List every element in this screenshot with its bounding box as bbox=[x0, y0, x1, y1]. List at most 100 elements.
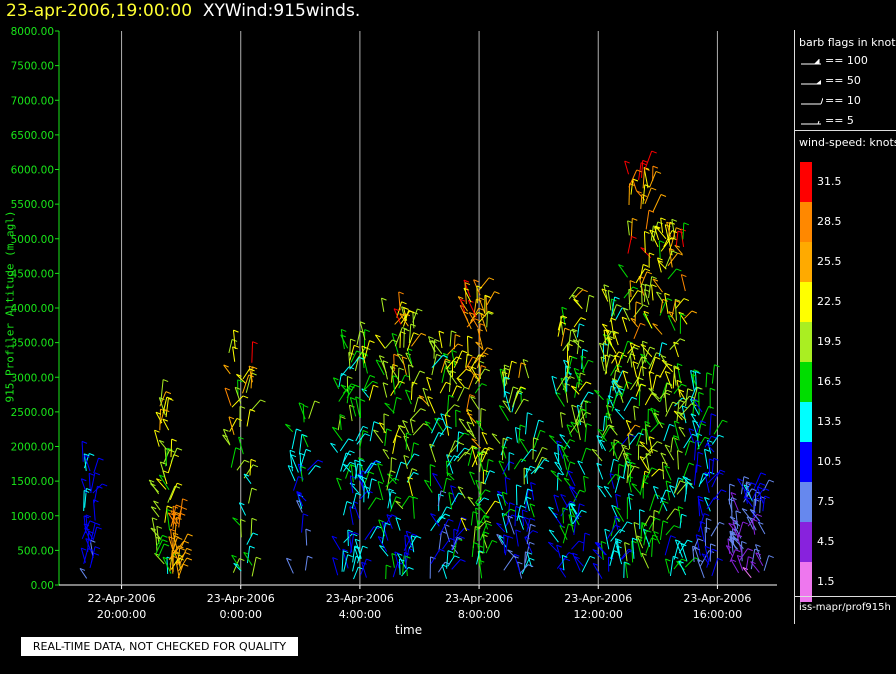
wind-barb-flag bbox=[464, 447, 470, 451]
wind-barb bbox=[617, 464, 620, 481]
wind-barb-flag bbox=[223, 364, 229, 368]
wind-barb bbox=[532, 437, 535, 460]
wind-barb bbox=[245, 372, 253, 393]
wind-barb-flag bbox=[459, 535, 465, 539]
wind-barb bbox=[389, 496, 397, 512]
wind-barb bbox=[568, 503, 573, 525]
wind-barb bbox=[361, 388, 370, 398]
wind-barb bbox=[438, 331, 443, 349]
wind-barb-flag bbox=[375, 460, 382, 464]
wind-barb bbox=[674, 299, 677, 321]
wind-barb-flag bbox=[683, 298, 690, 302]
wind-barb-flag bbox=[600, 540, 607, 544]
wind-barb bbox=[648, 276, 653, 298]
wind-barb bbox=[660, 299, 664, 313]
wind-barb-flag bbox=[236, 417, 243, 421]
wind-barb-flag bbox=[429, 443, 435, 447]
wind-barb-flag bbox=[94, 522, 101, 526]
wind-barb-flag bbox=[613, 439, 620, 443]
wind-barb bbox=[459, 305, 469, 321]
wind-barb bbox=[479, 482, 482, 501]
wind-barb bbox=[673, 477, 679, 494]
wind-barb bbox=[578, 408, 581, 426]
wind-barb bbox=[704, 472, 710, 493]
wind-barb bbox=[396, 553, 407, 569]
wind-barb bbox=[596, 435, 603, 450]
wind-barb-flag bbox=[695, 440, 702, 444]
x-tick-date-label: 23-Apr-2006 bbox=[683, 592, 751, 605]
wind-barb-flag bbox=[657, 257, 663, 261]
wind-barb-flag bbox=[525, 551, 531, 555]
wind-barb-flag bbox=[480, 313, 486, 317]
wind-barb-flag bbox=[358, 457, 364, 461]
wind-barb bbox=[392, 375, 396, 395]
wind-barb bbox=[756, 486, 764, 504]
wind-barb bbox=[162, 557, 172, 574]
wind-barb bbox=[465, 353, 468, 368]
wind-barb-flag bbox=[162, 379, 169, 383]
wind-barb-flag bbox=[656, 441, 663, 445]
wind-barb-flag bbox=[385, 522, 391, 526]
wind-barb-flag bbox=[372, 380, 378, 384]
wind-barb-flag bbox=[448, 518, 454, 522]
wind-barb bbox=[649, 229, 659, 248]
wind-barb-flag bbox=[252, 532, 259, 536]
wind-barb-flag bbox=[94, 472, 101, 476]
wind-barb bbox=[582, 532, 586, 552]
wind-barb-flag bbox=[343, 463, 349, 467]
wind-barb-flag bbox=[685, 477, 691, 481]
wind-barb-flag bbox=[290, 454, 297, 458]
wind-barb bbox=[665, 525, 675, 536]
wind-barb-flag bbox=[179, 547, 185, 551]
wind-barb bbox=[88, 473, 91, 492]
wind-barb-flag bbox=[744, 496, 751, 500]
wind-barb bbox=[498, 405, 509, 421]
wind-barb bbox=[706, 548, 713, 568]
wind-barb-flag bbox=[231, 554, 237, 558]
wind-barb-flag bbox=[704, 513, 710, 517]
wind-barb-flag bbox=[408, 364, 414, 368]
wind-barb-flag bbox=[183, 540, 190, 544]
wind-barb-flag bbox=[677, 252, 683, 256]
wind-barb bbox=[453, 334, 456, 350]
wind-barb-flag bbox=[634, 465, 640, 469]
wind-barb bbox=[674, 244, 683, 255]
wind-barb bbox=[573, 317, 582, 328]
wind-barb-flag bbox=[756, 497, 763, 501]
wind-barb bbox=[440, 413, 447, 428]
wind-barb-flag bbox=[239, 405, 246, 409]
wind-barb-flag bbox=[505, 476, 511, 480]
wind-barb-flag bbox=[401, 356, 408, 360]
wind-barb bbox=[630, 178, 634, 195]
wind-barb bbox=[352, 556, 357, 572]
wind-barb-flag bbox=[718, 471, 724, 475]
wind-barb bbox=[570, 503, 578, 515]
wind-barb bbox=[511, 390, 519, 408]
wind-barb bbox=[668, 222, 671, 238]
wind-barb bbox=[678, 539, 688, 554]
wind-barb-flag bbox=[662, 461, 668, 465]
wind-barb bbox=[330, 442, 339, 453]
wind-barb bbox=[397, 367, 400, 385]
wind-barb-flag bbox=[239, 558, 245, 562]
wind-barb-flag bbox=[616, 545, 622, 549]
wind-barb bbox=[229, 418, 238, 433]
wind-barb bbox=[567, 356, 573, 374]
wind-barb-flag bbox=[606, 337, 613, 341]
wind-barb bbox=[701, 553, 710, 565]
wind-barb-flag bbox=[710, 413, 717, 417]
wind-barb-flag bbox=[150, 527, 157, 531]
wind-barb bbox=[413, 397, 419, 413]
wind-barb-flag bbox=[317, 459, 324, 463]
wind-barb-flag bbox=[509, 452, 515, 456]
wind-barb-flag bbox=[504, 364, 510, 368]
wind-barb-flag bbox=[298, 402, 305, 406]
wind-barb bbox=[529, 503, 535, 518]
wind-barb bbox=[361, 562, 367, 578]
wind-barb-flag bbox=[735, 549, 741, 553]
wind-barb bbox=[707, 472, 719, 484]
wind-barb-flag bbox=[156, 525, 163, 529]
wind-barb-flag bbox=[350, 397, 356, 400]
wind-barb-flag bbox=[648, 209, 655, 213]
wind-barb bbox=[162, 418, 170, 431]
